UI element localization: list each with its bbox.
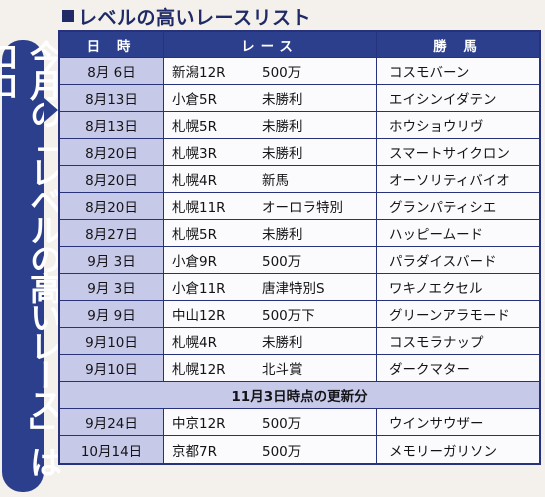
race-cell: 小倉9R 500万: [164, 247, 377, 273]
date-cell: 8月13日: [60, 112, 164, 138]
table-row: 9月 3日 小倉9R 500万 パラダイスバード: [60, 247, 539, 274]
race-course: 中山12R: [172, 308, 226, 324]
table-row: 8月20日 札幌3R 未勝利 スマートサイクロン: [60, 139, 539, 166]
race-name: オーロラ特別: [262, 200, 343, 216]
race-course: 札幌12R: [172, 362, 226, 378]
race-course: 札幌4R: [172, 173, 217, 189]
table-row: 9月10日 札幌4R 未勝利 コスモラナップ: [60, 328, 539, 355]
date-cell: 8月20日: [60, 193, 164, 219]
race-course: 小倉5R: [172, 92, 217, 108]
race-course: 小倉11R: [172, 281, 226, 297]
winner-cell: ハッピームード: [377, 220, 539, 246]
table-row: 10月14日 京都7R 500万 メモリーガリソン: [60, 436, 539, 463]
date-cell: 9月 3日: [60, 247, 164, 273]
date-cell: 9月10日: [60, 355, 164, 381]
race-course: 札幌3R: [172, 146, 217, 162]
race-course: 小倉9R: [172, 254, 217, 270]
race-cell: 札幌5R 未勝利: [164, 220, 377, 246]
date-cell: 9月10日: [60, 328, 164, 354]
winner-cell: コスモバーン: [377, 58, 539, 84]
winner-cell: スマートサイクロン: [377, 139, 539, 165]
race-name: 未勝利: [262, 227, 303, 243]
header-race: レース: [164, 32, 377, 57]
winner-cell: ダークマター: [377, 355, 539, 381]
winner-cell: ワキノエクセル: [377, 274, 539, 300]
date-cell: 8月20日: [60, 139, 164, 165]
table-row: 9月 9日 中山12R 500万下 グリーンアラモード: [60, 301, 539, 328]
race-name: 未勝利: [262, 119, 303, 135]
date-cell: 9月 3日: [60, 274, 164, 300]
date-cell: 9月24日: [60, 409, 164, 435]
date-cell: 8月 6日: [60, 58, 164, 84]
race-cell: 札幌5R 未勝利: [164, 112, 377, 138]
date-cell: 8月27日: [60, 220, 164, 246]
winner-cell: メモリーガリソン: [377, 436, 539, 463]
race-cell: 札幌3R 未勝利: [164, 139, 377, 165]
race-name: 新馬: [262, 173, 289, 189]
race-cell: 京都7R 500万: [164, 436, 377, 463]
table-row: 8月13日 札幌5R 未勝利 ホウショウリヴ: [60, 112, 539, 139]
header-date: 日 時: [60, 32, 164, 57]
table-row: 8月20日 札幌4R 新馬 オーソリティバイオ: [60, 166, 539, 193]
race-cell: 小倉11R 唐津特別S: [164, 274, 377, 300]
winner-cell: パラダイスバード: [377, 247, 539, 273]
winner-cell: オーソリティバイオ: [377, 166, 539, 192]
winner-cell: ホウショウリヴ: [377, 112, 539, 138]
race-name: 500万: [262, 443, 302, 460]
update-label: 11月3日時点の更新分: [60, 382, 539, 408]
race-cell: 札幌12R 北斗賞: [164, 355, 377, 381]
table-row: 8月27日 札幌5R 未勝利 ハッピームード: [60, 220, 539, 247]
race-name: 北斗賞: [262, 362, 303, 378]
race-course: 新潟12R: [172, 65, 226, 81]
table-row: 9月 3日 小倉11R 唐津特別S ワキノエクセル: [60, 274, 539, 301]
race-name: 未勝利: [262, 335, 303, 351]
update-divider: 11月3日時点の更新分: [60, 382, 539, 409]
winner-cell: エイシンイダテン: [377, 85, 539, 111]
table-row: 8月20日 札幌11R オーロラ特別 グランパティシエ: [60, 193, 539, 220]
race-name: 未勝利: [262, 146, 303, 162]
arrow-right-icon: [44, 98, 58, 122]
race-course: 札幌5R: [172, 119, 217, 135]
square-bullet-icon: [62, 10, 74, 22]
race-cell: 中山12R 500万下: [164, 301, 377, 327]
race-table: 日 時 レース 勝 馬 8月 6日 新潟12R 500万 コスモバーン 8月13日 小倉5…: [58, 30, 541, 465]
race-cell: 札幌4R 新馬: [164, 166, 377, 192]
side-banner: 今月の「レベルの高いレース」はココ: [0, 40, 63, 492]
table-row: 9月10日 札幌12R 北斗賞 ダークマター: [60, 355, 539, 382]
race-name: 500万: [262, 254, 302, 270]
list-title: レベルの高いレースリスト: [62, 2, 311, 30]
race-name: 500万: [262, 65, 302, 81]
race-cell: 札幌4R 未勝利: [164, 328, 377, 354]
race-name: 500万: [262, 416, 302, 432]
race-cell: 中京12R 500万: [164, 409, 377, 435]
race-course: 京都7R: [172, 443, 217, 460]
table-header: 日 時 レース 勝 馬: [60, 32, 539, 58]
table-row: 8月 6日 新潟12R 500万 コスモバーン: [60, 58, 539, 85]
date-cell: 8月13日: [60, 85, 164, 111]
table-row: 8月13日 小倉5R 未勝利 エイシンイダテン: [60, 85, 539, 112]
race-cell: 小倉5R 未勝利: [164, 85, 377, 111]
race-name: 500万下: [262, 308, 315, 324]
table-row: 9月24日 中京12R 500万 ウインサウザー: [60, 409, 539, 436]
winner-cell: ウインサウザー: [377, 409, 539, 435]
date-cell: 10月14日: [60, 436, 164, 463]
list-title-text: レベルの高いレースリスト: [78, 6, 312, 29]
race-cell: 札幌11R オーロラ特別: [164, 193, 377, 219]
race-course: 札幌11R: [172, 200, 226, 216]
winner-cell: グランパティシエ: [377, 193, 539, 219]
race-name: 未勝利: [262, 92, 303, 108]
date-cell: 9月 9日: [60, 301, 164, 327]
date-cell: 8月20日: [60, 166, 164, 192]
winner-cell: コスモラナップ: [377, 328, 539, 354]
race-course: 札幌4R: [172, 335, 217, 351]
race-course: 札幌5R: [172, 227, 217, 243]
header-winner: 勝 馬: [377, 32, 539, 57]
race-name: 唐津特別S: [262, 281, 325, 297]
winner-cell: グリーンアラモード: [377, 301, 539, 327]
race-course: 中京12R: [172, 416, 226, 432]
race-cell: 新潟12R 500万: [164, 58, 377, 84]
